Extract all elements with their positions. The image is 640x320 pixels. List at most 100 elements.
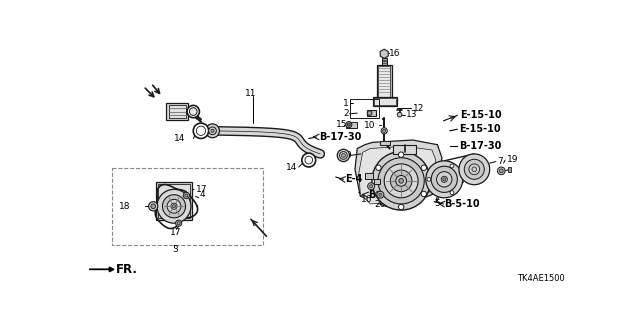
Text: 13: 13: [406, 110, 417, 119]
Circle shape: [163, 195, 186, 218]
Circle shape: [383, 129, 386, 132]
Circle shape: [378, 158, 424, 204]
Circle shape: [450, 191, 454, 195]
Circle shape: [171, 203, 177, 209]
Text: 16: 16: [389, 49, 401, 58]
Text: 4: 4: [200, 190, 205, 199]
Circle shape: [376, 191, 381, 196]
Text: B-5-10: B-5-10: [444, 199, 480, 209]
Circle shape: [376, 165, 381, 171]
Bar: [372, 97, 397, 106]
Bar: [349, 99, 379, 118]
Circle shape: [399, 179, 403, 183]
Text: 19: 19: [507, 155, 518, 164]
Circle shape: [381, 128, 387, 134]
Circle shape: [384, 164, 418, 198]
Circle shape: [497, 167, 505, 175]
Bar: [158, 184, 190, 218]
Circle shape: [397, 112, 402, 117]
Circle shape: [340, 152, 348, 159]
Circle shape: [469, 164, 480, 175]
Text: 10: 10: [364, 121, 376, 130]
Bar: [365, 173, 372, 179]
Bar: [166, 103, 188, 120]
Circle shape: [464, 159, 484, 179]
Circle shape: [193, 123, 209, 139]
Text: 2: 2: [344, 109, 349, 118]
Circle shape: [421, 165, 426, 171]
Circle shape: [175, 220, 182, 226]
Text: 17: 17: [196, 185, 207, 194]
Circle shape: [459, 154, 490, 185]
Text: 20: 20: [374, 200, 386, 209]
Bar: [393, 145, 416, 154]
Circle shape: [390, 170, 412, 192]
Polygon shape: [380, 49, 388, 59]
Text: 14: 14: [174, 134, 186, 143]
Bar: [374, 179, 380, 184]
Text: TK4AE1500: TK4AE1500: [516, 274, 564, 283]
Circle shape: [205, 124, 220, 138]
Circle shape: [209, 127, 216, 135]
Bar: [376, 65, 392, 99]
Bar: [508, 167, 511, 172]
Text: 5: 5: [435, 199, 440, 208]
Circle shape: [379, 193, 382, 196]
Circle shape: [367, 183, 374, 190]
Text: E-15-10: E-15-10: [460, 110, 502, 120]
Circle shape: [431, 166, 458, 192]
Circle shape: [472, 167, 477, 172]
Text: 7: 7: [497, 157, 503, 166]
Text: 8: 8: [413, 185, 419, 194]
Bar: [378, 66, 390, 98]
Circle shape: [450, 164, 454, 168]
Circle shape: [151, 204, 156, 209]
Text: E-15-10: E-15-10: [459, 124, 500, 134]
Circle shape: [189, 108, 197, 116]
Text: 6: 6: [433, 188, 439, 197]
Circle shape: [337, 149, 349, 162]
Circle shape: [372, 152, 431, 210]
Circle shape: [443, 178, 446, 181]
Polygon shape: [355, 140, 442, 206]
Bar: [374, 99, 396, 105]
Circle shape: [426, 161, 463, 198]
Circle shape: [167, 199, 181, 213]
Circle shape: [399, 152, 404, 157]
Circle shape: [436, 172, 452, 187]
Bar: [346, 122, 357, 128]
Text: B-5-10: B-5-10: [368, 190, 404, 200]
Bar: [382, 59, 387, 65]
Text: 12: 12: [413, 104, 424, 113]
Circle shape: [302, 153, 316, 167]
Bar: [156, 182, 193, 220]
Bar: [168, 105, 186, 118]
Text: 16: 16: [361, 195, 372, 204]
Circle shape: [346, 122, 352, 128]
Circle shape: [148, 202, 158, 211]
Text: E-4: E-4: [345, 174, 362, 184]
Circle shape: [187, 105, 200, 118]
Circle shape: [183, 192, 189, 198]
Text: 9: 9: [346, 151, 351, 160]
Circle shape: [177, 222, 180, 225]
Polygon shape: [359, 146, 436, 204]
Text: 11: 11: [245, 89, 257, 98]
Circle shape: [211, 129, 214, 132]
Circle shape: [369, 185, 372, 188]
Bar: [380, 141, 390, 145]
Text: 3: 3: [172, 245, 178, 254]
Text: B-17-30: B-17-30: [319, 132, 361, 142]
Circle shape: [441, 176, 447, 182]
Circle shape: [399, 204, 404, 210]
Text: 17: 17: [170, 228, 182, 237]
Circle shape: [157, 189, 191, 223]
Text: FR.: FR.: [115, 263, 138, 276]
Circle shape: [377, 191, 384, 198]
Text: 15: 15: [336, 120, 347, 129]
Bar: [113, 168, 262, 245]
Circle shape: [427, 177, 431, 181]
Circle shape: [172, 205, 175, 208]
Text: 18: 18: [118, 202, 130, 211]
Circle shape: [396, 175, 406, 186]
